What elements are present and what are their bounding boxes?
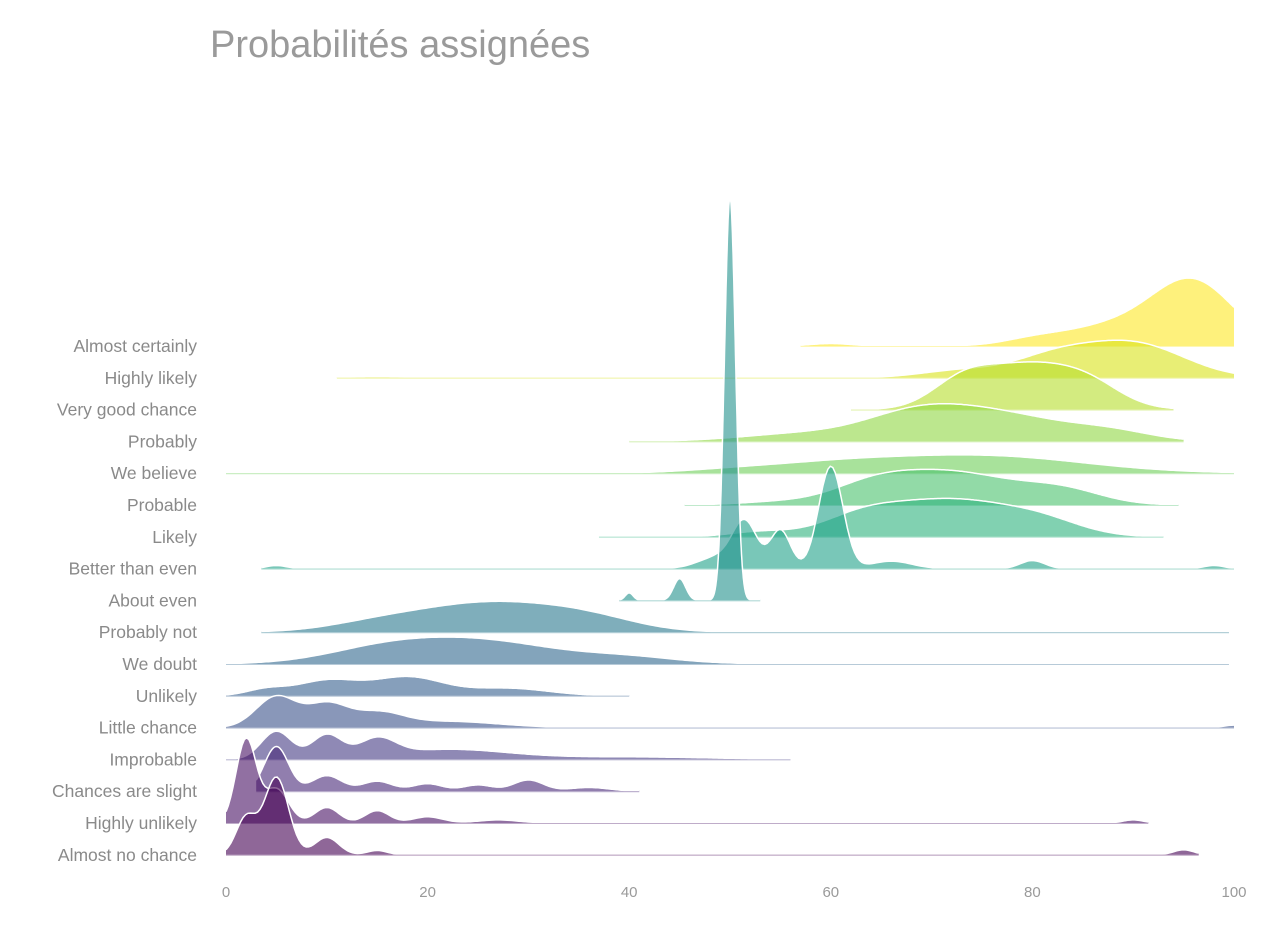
ridge-area-about-even [619,197,761,601]
ridge-we-doubt [226,636,1229,665]
ridge-area-improbable [226,731,791,760]
category-label-better-than-even: Better than even [69,559,197,579]
ridge-outline-probable [684,468,1179,505]
category-label-unlikely: Unlikely [136,686,198,706]
category-label-we-believe: We believe [111,463,197,483]
category-label-highly-unlikely: Highly unlikely [85,813,197,833]
category-label-about-even: About even [108,590,197,610]
ridge-outline-highly-unlikely [225,736,1149,823]
ridge-about-even [619,196,761,602]
ridge-outline-almost-certainly [800,277,1235,346]
category-label-little-chance: Little chance [99,718,197,738]
ridge-area-very-good-chance [851,361,1174,410]
category-label-highly-likely: Highly likely [105,368,198,388]
x-tick-label-0: 0 [222,884,230,901]
category-label-improbable: Improbable [109,749,197,769]
ridge-improbable [226,730,791,761]
ridges [225,196,1235,856]
ridge-outline-very-good-chance [851,361,1174,410]
category-label-probably-not: Probably not [99,622,197,642]
category-label-likely: Likely [152,527,197,547]
x-tick-label-40: 40 [621,884,638,901]
ridge-outline-likely [599,497,1164,537]
ridge-outline-little-chance [225,694,1235,728]
category-label-almost-no-chance: Almost no chance [58,845,197,865]
ridge-outline-probably [629,402,1184,442]
category-label-very-good-chance: Very good chance [57,400,197,420]
ridge-highly-unlikely [225,736,1149,824]
category-label-almost-certainly: Almost certainly [73,336,197,356]
category-label-probably: Probably [128,431,197,451]
ridge-unlikely [225,675,630,697]
x-tick-label-80: 80 [1024,884,1041,901]
ridge-area-chances-are-slight [256,746,640,792]
ridge-outline-about-even [619,196,761,601]
ridge-little-chance [225,694,1235,729]
ridge-area-unlikely [226,676,630,696]
x-tick-label-60: 60 [822,884,839,901]
ridge-outline-chances-are-slight [255,745,640,792]
ridge-outline-improbable [226,730,791,760]
ridge-area-highly-unlikely [226,737,1149,823]
ridge-area-probably-not [261,601,1229,633]
ridge-almost-no-chance [225,776,1199,856]
ridge-area-almost-certainly [800,278,1234,346]
ridge-almost-certainly [800,277,1235,347]
ridge-better-than-even [261,465,1234,570]
ridge-area-we-believe [226,454,1234,474]
ridge-likely [598,497,1164,538]
ridge-area-we-doubt [226,637,1229,664]
ridge-probably-not [261,600,1229,634]
ridge-outline-highly-likely [336,339,1235,378]
category-label-chances-are-slight: Chances are slight [52,781,197,801]
ridge-area-probably [629,403,1184,442]
x-tick-label-20: 20 [419,884,436,901]
ridge-outline-we-doubt [226,636,1229,664]
ridge-probably [629,402,1184,443]
ridge-outline-better-than-even [261,465,1234,569]
ridge-area-little-chance [226,695,1234,728]
ridge-outline-probably-not [261,600,1229,633]
category-labels: Almost certainly Highly likely Very good c… [52,336,197,865]
category-label-we-doubt: We doubt [122,654,197,674]
category-label-probable: Probable [127,495,197,515]
ridge-area-better-than-even [261,466,1234,569]
ridge-outline-almost-no-chance [225,776,1199,855]
ridge-area-highly-likely [336,340,1234,378]
ridge-highly-likely [336,339,1235,379]
chart-title: Probabilités assignées [210,24,590,66]
x-axis-ticks: 0 20 40 60 80 100 [222,884,1247,901]
ridge-area-almost-no-chance [226,777,1199,855]
ridge-chances-are-slight [255,745,640,793]
x-tick-label-100: 100 [1221,884,1246,901]
ridge-outline-unlikely [225,675,630,696]
